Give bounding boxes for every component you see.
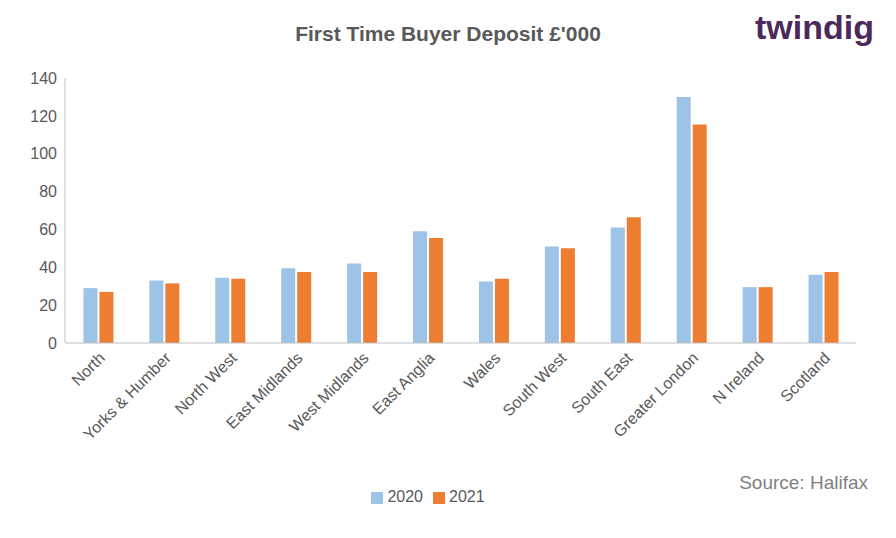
html-text:twindig: twindig [755, 8, 874, 46]
svg-text:20: 20 [39, 297, 57, 314]
svg-text:Scotland: Scotland [777, 349, 833, 405]
svg-text:40: 40 [39, 259, 57, 276]
svg-text:80: 80 [39, 183, 57, 200]
svg-text:120: 120 [30, 108, 57, 125]
svg-text:Wales: Wales [461, 349, 504, 392]
html-text:2021: 2021 [449, 488, 485, 505]
svg-text:West Midlands: West Midlands [286, 349, 372, 435]
svg-text:North: North [68, 349, 108, 389]
svg-text:140: 140 [30, 70, 57, 87]
html-text:2020: 2020 [387, 488, 423, 505]
svg-text:South East: South East [568, 349, 636, 417]
svg-text:Greater London: Greater London [610, 349, 701, 440]
svg-text:0: 0 [48, 335, 57, 352]
svg-text:100: 100 [30, 145, 57, 162]
svg-text:East Anglia: East Anglia [369, 349, 438, 418]
svg-text:South West: South West [499, 349, 570, 420]
html-text:First Time Buyer Deposit £'000: First Time Buyer Deposit £'000 [295, 22, 601, 45]
svg-text:60: 60 [39, 221, 57, 238]
svg-text:North West: North West [172, 349, 241, 418]
html-text:Source: Halifax: Source: Halifax [739, 472, 868, 493]
svg-text:East Midlands: East Midlands [222, 349, 306, 433]
svg-text:Yorks & Humber: Yorks & Humber [80, 349, 174, 443]
svg-text:N Ireland: N Ireland [709, 349, 767, 407]
